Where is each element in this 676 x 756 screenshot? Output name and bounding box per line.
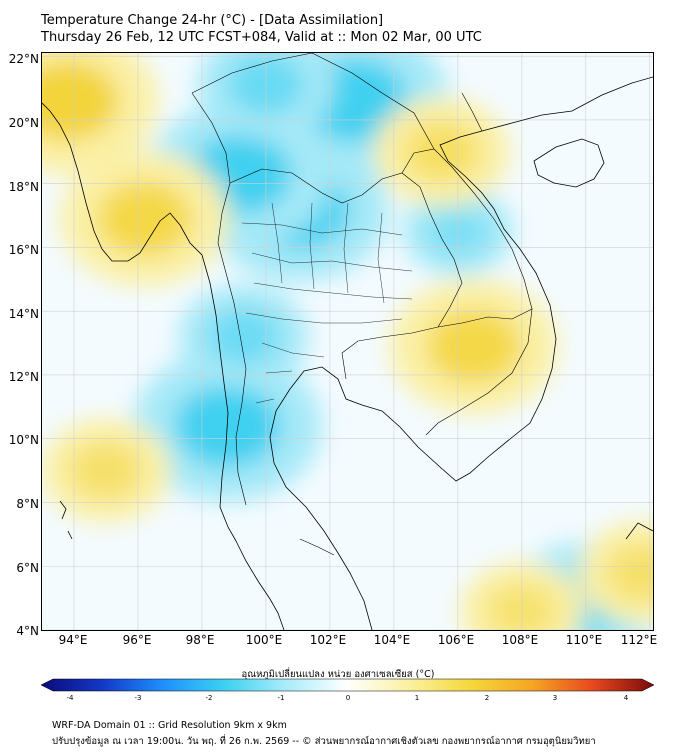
coastline-borneo xyxy=(625,522,653,540)
lat-label-4n: 4°N xyxy=(16,624,39,638)
chart-title: Temperature Change 24-hr (°C) - [Data As… xyxy=(41,13,384,28)
footer-credit: ปรับปรุงข้อมูล ณ เวลา 19:00น. วัน พฤ. ที… xyxy=(52,736,596,747)
cool-anomaly-core-6 xyxy=(207,308,280,366)
temperature-change-map xyxy=(42,53,653,630)
lon-label-108e: 108°E xyxy=(501,633,539,647)
colorbar-label: อุณหภูมิเปลี่ยนแปลง หน่วย องศาเซลเซียส (… xyxy=(241,669,435,680)
border-thailand-cambodia xyxy=(341,326,439,380)
colorbar-tick-1: 1 xyxy=(414,694,420,702)
colorbar-bar xyxy=(41,678,654,692)
coastlines-and-borders xyxy=(42,76,653,630)
colorbar-tick-m2: -2 xyxy=(205,694,213,702)
border-laos-vietnam xyxy=(401,148,533,310)
border-thailand-myanmar xyxy=(191,92,247,506)
lon-label-112e: 112°E xyxy=(620,633,658,647)
lat-label-14n: 14°N xyxy=(8,307,39,321)
lon-label-102e: 102°E xyxy=(309,633,347,647)
lat-label-12n: 12°N xyxy=(8,370,39,384)
lat-label-8n: 8°N xyxy=(16,497,39,511)
colorbar-tick-2: 2 xyxy=(484,694,490,702)
border-thailand-malaysia xyxy=(299,538,335,556)
warm-anomaly-core-2 xyxy=(426,309,522,384)
lat-label-20n: 20°N xyxy=(8,116,39,130)
border-cambodia-vietnam xyxy=(425,308,533,436)
warm-anomaly-core-3 xyxy=(403,121,481,182)
lat-label-22n: 22°N xyxy=(8,52,39,66)
lon-label-104e: 104°E xyxy=(373,633,411,647)
coastline-gulf-thailand xyxy=(269,76,653,630)
warm-anomaly-core-1 xyxy=(97,181,192,256)
colorbar-tick-3: 3 xyxy=(552,694,558,702)
colorbar-tick-m1: -1 xyxy=(277,694,285,702)
lat-label-18n: 18°N xyxy=(8,180,39,194)
coastline-peninsula-west xyxy=(235,540,285,630)
lon-label-94e: 94°E xyxy=(58,633,88,647)
map-frame xyxy=(41,52,654,631)
lon-label-106e: 106°E xyxy=(437,633,475,647)
lon-label-96e: 96°E xyxy=(122,633,152,647)
colorbar-tick-m3: -3 xyxy=(134,694,142,702)
coastline-myanmar-west xyxy=(42,102,237,542)
colorbar-tick-0: 0 xyxy=(345,694,351,702)
lat-label-6n: 6°N xyxy=(16,561,39,575)
lat-label-10n: 10°N xyxy=(8,433,39,447)
border-china-south xyxy=(191,53,483,150)
island-hainan xyxy=(533,138,605,188)
colorbar-tick-m4: -4 xyxy=(66,694,74,702)
province-lines xyxy=(241,202,413,404)
lon-label-100e: 100°E xyxy=(245,633,283,647)
footer-model-info: WRF-DA Domain 01 :: Grid Resolution 9km … xyxy=(52,720,287,731)
colorbar-tick-4: 4 xyxy=(623,694,629,702)
country-borders xyxy=(191,53,533,556)
warm-anomaly-core-5 xyxy=(607,544,653,602)
warm-anomaly-core-0 xyxy=(42,60,119,141)
colorbar xyxy=(41,678,654,692)
lat-label-16n: 16°N xyxy=(8,243,39,257)
warm-anomaly-core-4 xyxy=(69,442,143,500)
island-andaman xyxy=(59,500,73,540)
lon-label-98e: 98°E xyxy=(185,633,215,647)
chart-subtitle: Thursday 26 Feb, 12 UTC FCST+084, Valid … xyxy=(41,30,482,45)
lon-label-110e: 110°E xyxy=(565,633,603,647)
